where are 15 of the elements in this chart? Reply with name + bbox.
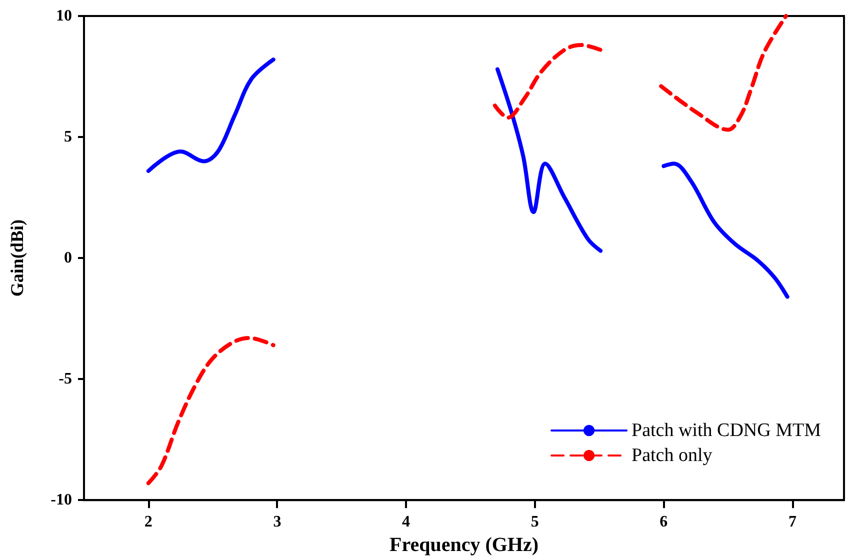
x-tick-label: 7 [788,514,796,531]
x-tick-label: 3 [273,514,282,531]
x-tick-label: 4 [402,514,410,531]
y-axis-title: Gain(dBi) [7,220,27,297]
y-tick-label: 10 [56,8,72,24]
legend-label: Patch only [632,445,713,466]
x-tick-label: 6 [660,514,668,531]
x-tick-label: 2 [144,514,152,531]
legend-label: Patch with CDNG MTM [632,420,822,441]
x-tick-label: 5 [530,514,539,531]
y-tick-label: -5 [58,370,72,388]
y-tick-label: -10 [50,492,72,509]
x-axis-title: Frequency (GHz) [389,534,539,556]
y-tick-label: 0 [64,250,72,267]
y-tick-label: 5 [64,128,72,146]
